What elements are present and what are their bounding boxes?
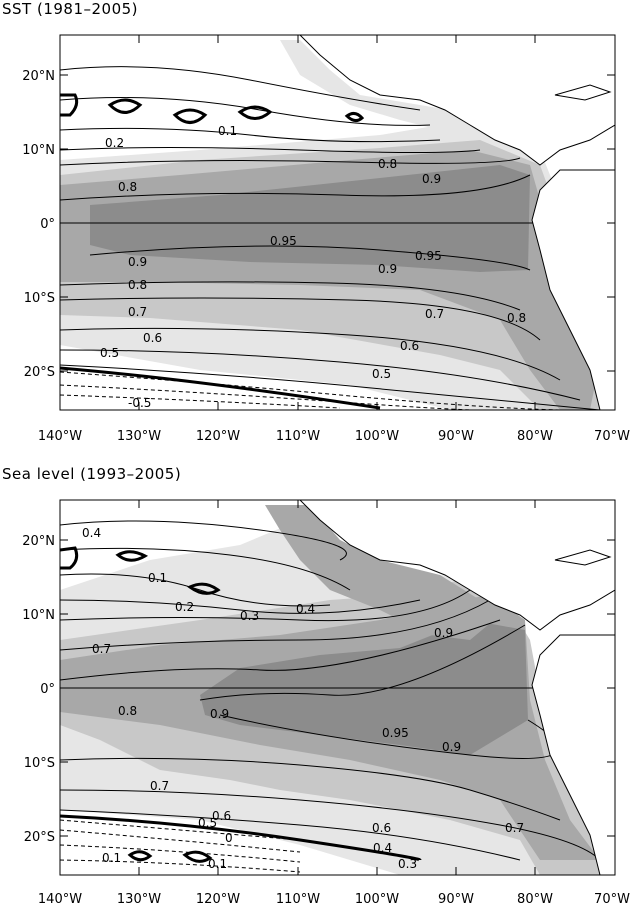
- sea-level-lat-label-20s: 20°S: [24, 830, 55, 845]
- sea-level-lat-label-0: 0°: [40, 682, 55, 697]
- sst-contour-label: 0.9: [422, 172, 441, 186]
- sst-lon-label-80w: 80°W: [517, 429, 553, 444]
- sea-level-ticks: [60, 500, 615, 875]
- sst-shade-coast: [280, 40, 470, 130]
- sea-level-contour-label: 0.4: [82, 526, 101, 540]
- sst-map-panel: 20°N 10°N 0° 10°S 20°S 140°W 130°W 120°W…: [22, 34, 630, 444]
- sea-level-contour-label: 0.6: [212, 809, 231, 823]
- sea-level-contour-label: 0.1: [102, 851, 121, 865]
- sst-contour-label: 0.9: [128, 255, 147, 269]
- sst-lon-label-120w: 120°W: [196, 429, 240, 444]
- sea-level-contour-label: 0.4: [296, 602, 315, 616]
- sst-contours: [60, 66, 601, 410]
- sst-zero-contours: [60, 93, 381, 410]
- sea-level-contour-label: 0.95: [382, 726, 409, 740]
- sea-level-contour-label: 0.6: [372, 821, 391, 835]
- sst-contour-label: 0.2: [105, 136, 124, 150]
- sst-contour-label: 0.6: [400, 339, 419, 353]
- sea-level-contour-label: 0: [225, 831, 233, 845]
- sst-lon-label-110w: 110°W: [276, 429, 320, 444]
- sea-level-land-caribbean: [554, 549, 612, 566]
- sst-panel-title: SST (1981–2005): [2, 0, 139, 18]
- sst-contour-label: 0.5: [372, 367, 391, 381]
- sst-contour-label: 0.8: [507, 311, 526, 325]
- sea-level-lon-label-120w: 120°W: [196, 892, 240, 907]
- sst-contour-label: 0.8: [118, 180, 137, 194]
- sst-lat-label-20s: 20°S: [24, 365, 55, 380]
- sst-lat-label-0: 0°: [40, 217, 55, 232]
- sst-contour-label: -0.5: [128, 396, 151, 410]
- sst-land-south-america: [531, 169, 615, 410]
- sst-contour-label: 0.7: [128, 305, 147, 319]
- sst-lon-label-130w: 130°W: [117, 429, 161, 444]
- sea-level-contour-label: 0.9: [442, 740, 461, 754]
- sea-level-lon-label-110w: 110°W: [276, 892, 320, 907]
- sst-contour-label: 0.7: [425, 307, 444, 321]
- sst-lat-label-20n: 20°N: [22, 69, 55, 84]
- sst-contour-label: 0.6: [143, 331, 162, 345]
- sst-contour-label: 0.95: [270, 234, 297, 248]
- sst-ticks: [60, 35, 615, 410]
- sst-lon-label-90w: 90°W: [438, 429, 474, 444]
- sea-level-contour-label: 0.3: [240, 609, 259, 623]
- sst-land-caribbean: [554, 84, 612, 101]
- sea-level-contour-label: 0.9: [434, 626, 453, 640]
- sst-contour-label: 0.95: [415, 249, 442, 263]
- sea-level-contour-label: 0.8: [118, 704, 137, 718]
- sst-contour-label: 0.8: [128, 278, 147, 292]
- sea-level-contour-label: 0.2: [175, 600, 194, 614]
- sst-contour-label: 0.9: [378, 262, 397, 276]
- sea-level-panel-title: Sea level (1993–2005): [2, 465, 182, 483]
- sea-level-shade-coast: [265, 505, 500, 640]
- sst-lon-label-140w: 140°W: [38, 429, 82, 444]
- sst-lat-label-10s: 10°S: [24, 291, 55, 306]
- sea-level-map-panel: 20°N 10°N 0° 10°S 20°S 140°W 130°W 120°W…: [22, 499, 630, 907]
- sea-level-contour-label: 0.7: [505, 821, 524, 835]
- sea-level-land-central-america: [299, 500, 615, 631]
- sea-level-zero-contours: [60, 546, 422, 863]
- sst-contour-label: 0.1: [218, 124, 237, 138]
- sea-level-lon-label-90w: 90°W: [438, 892, 474, 907]
- sea-level-contour-label: 0.5: [198, 816, 217, 830]
- sst-lat-label-10n: 10°N: [22, 143, 55, 158]
- sea-level-lat-label-10n: 10°N: [22, 608, 55, 623]
- sea-level-contour-label: 0.1: [208, 857, 227, 871]
- sea-level-lat-label-20n: 20°N: [22, 534, 55, 549]
- sst-lon-label-70w: 70°W: [594, 429, 630, 444]
- sea-level-lon-label-130w: 130°W: [117, 892, 161, 907]
- sea-level-lon-label-80w: 80°W: [517, 892, 553, 907]
- sea-level-lon-label-100w: 100°W: [355, 892, 399, 907]
- sst-contour-label: 0.8: [378, 157, 397, 171]
- sea-level-contour-label: 0.7: [92, 642, 111, 656]
- sea-level-contour-label: 0.9: [210, 707, 229, 721]
- sea-level-contour-label: 0.1: [148, 571, 167, 585]
- sst-lon-label-100w: 100°W: [355, 429, 399, 444]
- sea-level-contour-label: 0.7: [150, 779, 169, 793]
- sea-level-land-south-america: [531, 634, 615, 875]
- sea-level-lon-label-70w: 70°W: [594, 892, 630, 907]
- sea-level-lon-label-140w: 140°W: [38, 892, 82, 907]
- sea-level-lat-label-10s: 10°S: [24, 756, 55, 771]
- sst-land-central-america: [299, 35, 615, 166]
- sst-contour-label: 0.5: [100, 346, 119, 360]
- sea-level-contour-label: 0.4: [373, 841, 392, 855]
- sea-level-contour-label: 0.3: [398, 857, 417, 871]
- sst-shade-darkest: [90, 165, 530, 272]
